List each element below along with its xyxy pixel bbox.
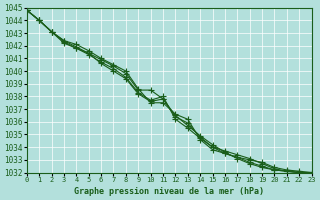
X-axis label: Graphe pression niveau de la mer (hPa): Graphe pression niveau de la mer (hPa)	[74, 187, 264, 196]
